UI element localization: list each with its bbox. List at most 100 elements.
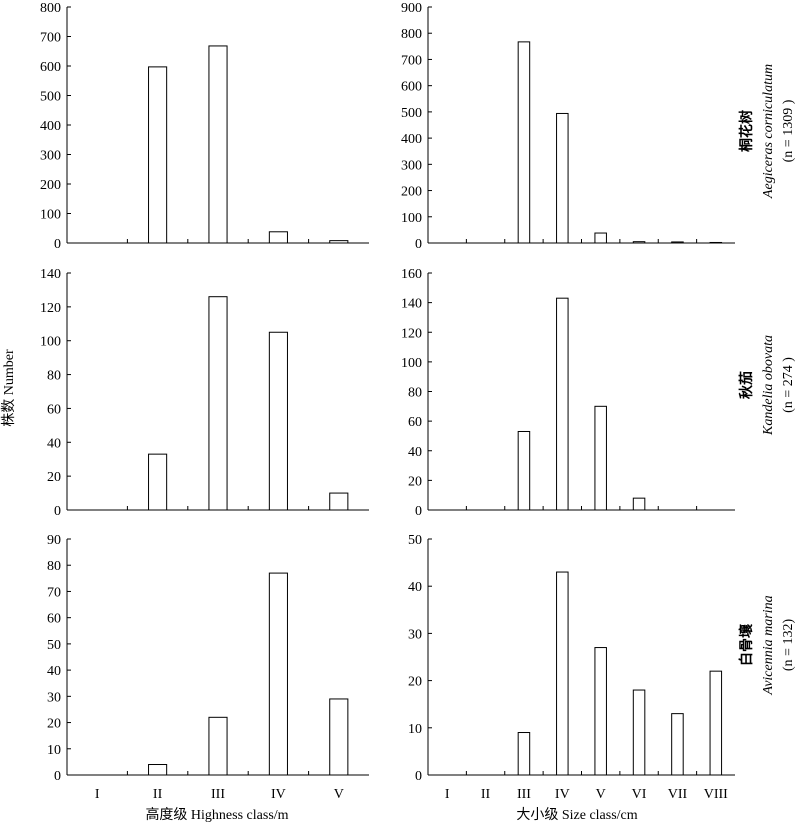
species-latin: Avicennia marina: [761, 595, 776, 695]
bar-VIII: [709, 241, 723, 244]
y-tick-label: 20: [408, 675, 422, 690]
bar-III: [517, 732, 531, 776]
chart-kandelia-size: 0 20 40 60 80 100 120 140 160: [401, 267, 735, 519]
y-tick-label: 20: [47, 470, 61, 485]
y-tick-label: 100: [401, 211, 422, 226]
y-tick-label: 0: [415, 769, 422, 784]
bar-II: [148, 764, 168, 776]
x-axis-label-size: 大小级 Size class/cm: [516, 807, 637, 823]
y-tick-label: 100: [401, 356, 422, 371]
y-tick-label: 40: [408, 445, 422, 460]
bar-V: [329, 240, 349, 244]
x-tick-label: VII: [668, 787, 688, 802]
y-tick-label: 400: [40, 119, 61, 134]
species-cn: 白骨壤: [738, 623, 755, 666]
bar-II: [148, 66, 168, 244]
y-tick-label: 600: [40, 60, 61, 75]
y-tick-label: 0: [54, 504, 61, 519]
x-tick-label: VIII: [704, 787, 728, 802]
bar-IV: [268, 331, 288, 511]
bar-VII: [671, 713, 684, 776]
y-tick-label: 200: [401, 185, 422, 200]
y-tick-label: 50: [47, 638, 61, 653]
species-n: (n = 1309 ): [781, 99, 796, 162]
y-tick-label: 40: [47, 436, 61, 451]
species-latin: Kandelia obovata: [761, 335, 776, 436]
bar-VI: [632, 497, 646, 511]
y-tick-label: 60: [47, 402, 61, 417]
bar-V: [329, 492, 349, 511]
x-tick-label: II: [153, 787, 163, 802]
chart-aegiceras-size: 0 100 200 300 400 500 600 700 800 900: [401, 1, 735, 252]
bar-IV: [268, 572, 288, 776]
bar-IV: [556, 112, 569, 244]
y-tick-label: 80: [47, 559, 61, 574]
y-tick-label: 0: [415, 504, 422, 519]
chart-panels: 0100200300400500600700800010020030040050…: [40, 1, 735, 802]
y-tick-label: 60: [47, 612, 61, 627]
x-tick-label: II: [481, 787, 491, 802]
y-tick-label: 30: [47, 690, 61, 705]
y-tick-label: 200: [40, 178, 61, 193]
y-tick-label: 70: [47, 585, 61, 600]
y-tick-label: 0: [54, 237, 61, 252]
species-latin: Aegiceras corniculatum: [761, 64, 776, 199]
x-tick-label: V: [334, 787, 344, 802]
x-tick-label: IV: [271, 787, 286, 802]
bar-VII: [671, 241, 684, 244]
bar-VI: [632, 689, 646, 776]
species-n: (n = 132): [781, 619, 796, 672]
species-cn: 桐花树: [738, 110, 755, 152]
chart-kandelia-height: 0 20 40 60 80 100 120 140: [40, 267, 369, 519]
y-tick-label: 90: [47, 533, 61, 548]
species-label-kandelia: 秋茄 Kandelia obovata (n = 274 ): [738, 335, 796, 436]
y-tick-label: 10: [47, 743, 61, 758]
y-axis-label: 株数 Number: [1, 349, 17, 427]
y-tick-label: 400: [401, 132, 422, 147]
species-label-aegiceras: 桐花树 Aegiceras corniculatum (n = 1309 ): [738, 64, 796, 199]
y-tick-label: 80: [408, 386, 422, 401]
bar-III: [517, 430, 531, 511]
y-tick-label: 700: [40, 31, 61, 46]
x-tick-label: III: [211, 787, 225, 802]
bar-III: [208, 716, 228, 776]
x-tick-label: I: [445, 787, 450, 802]
y-tick-label: 0: [54, 769, 61, 784]
chart-aegiceras-height: 0 100 200 300 400 500 600 700 800: [40, 1, 369, 252]
y-tick-label: 140: [40, 267, 61, 282]
y-tick-label: 500: [401, 106, 422, 121]
x-tick-label: VI: [632, 787, 647, 802]
bar-III: [208, 296, 228, 511]
y-tick-label: 20: [47, 717, 61, 732]
bar-III: [517, 41, 531, 244]
bar-III: [208, 45, 228, 244]
bar-V: [594, 405, 607, 511]
y-tick-label: 160: [401, 267, 422, 282]
y-tick-label: 30: [408, 627, 422, 642]
y-tick-label: 100: [40, 335, 61, 350]
y-tick-label: 40: [408, 580, 422, 595]
x-tick-label: V: [596, 787, 606, 802]
x-tick-label: I: [95, 787, 100, 802]
bar-V: [594, 232, 607, 244]
y-tick-label: 20: [408, 474, 422, 489]
bar-IV: [556, 571, 569, 776]
y-tick-label: 0: [415, 237, 422, 252]
bar-V: [329, 698, 349, 776]
x-tick-label: III: [517, 787, 531, 802]
y-tick-label: 600: [401, 80, 422, 95]
species-cn: 秋茄: [738, 371, 755, 399]
species-label-avicennia: 白骨壤 Avicennia marina (n = 132): [738, 595, 796, 695]
y-tick-label: 300: [401, 158, 422, 173]
y-tick-label: 300: [40, 149, 61, 164]
y-tick-label: 40: [47, 664, 61, 679]
x-tick-label: IV: [555, 787, 570, 802]
y-tick-label: 120: [401, 326, 422, 341]
bar-IV: [268, 231, 288, 244]
bar-V: [594, 647, 607, 776]
y-tick-label: 100: [40, 208, 61, 223]
bar-VIII: [709, 670, 723, 776]
bar-VI: [632, 241, 646, 244]
